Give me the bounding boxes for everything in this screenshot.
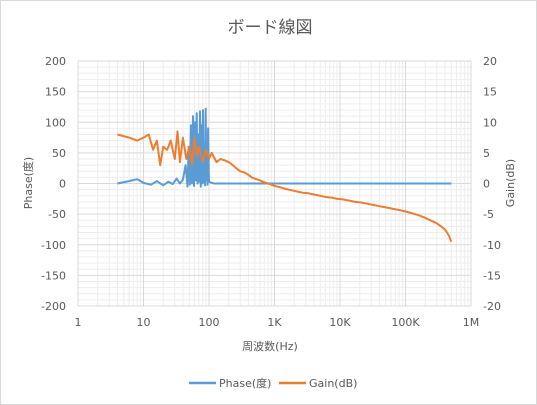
legend: Phase(度) Gain(dB): [189, 376, 357, 390]
x-tick-label: 100K: [391, 316, 420, 329]
x-tick-label: 1M: [463, 316, 480, 329]
phase-series-line: [117, 107, 452, 188]
x-tick-label: 10K: [329, 316, 351, 329]
y-left-tick-label: -50: [48, 208, 66, 221]
y-right-tick-label: -5: [483, 208, 494, 221]
y-right-tick-label: 20: [483, 55, 497, 68]
y-left-tick-label: -100: [41, 239, 66, 252]
y-left-tick-label: 50: [52, 147, 66, 160]
gain-series-line: [117, 130, 453, 243]
y-left-tick-label: -150: [41, 269, 66, 282]
y-axis-left-label: Phase(度): [21, 157, 35, 209]
y-left-tick-label: 150: [45, 86, 66, 99]
legend-phase-label: Phase(度): [219, 376, 271, 390]
y-right-tick-label: -20: [483, 300, 501, 313]
y-left-tick-label: -200: [41, 300, 66, 313]
y-right-tick-label: 5: [483, 147, 490, 160]
y-right-tick-label: 15: [483, 86, 497, 99]
y-left-tick-label: 100: [45, 116, 66, 129]
y-right-tick-label: 0: [483, 178, 490, 191]
chart-title: ボード線図: [228, 18, 313, 38]
y-right-tick-label: 10: [483, 116, 497, 129]
series-layer: [117, 107, 453, 243]
y-left-tick-label: 200: [45, 55, 66, 68]
x-tick-label: 1K: [267, 316, 282, 329]
y-left-tick-label: 0: [59, 178, 66, 191]
x-tick-label: 100: [199, 316, 220, 329]
ticks-layer: 1 10 100 1K 10K 100K 1M200150100500-50-100-150…: [41, 55, 501, 329]
y-right-tick-label: -10: [483, 239, 501, 252]
legend-gain-label: Gain(dB): [309, 377, 357, 390]
x-tick-label: 10: [137, 316, 151, 329]
y-axis-right-label: Gain(dB): [504, 159, 517, 207]
x-tick-label: 1: [75, 316, 82, 329]
y-right-tick-label: -15: [483, 269, 501, 282]
x-axis-label: 周波数(Hz): [242, 340, 298, 353]
